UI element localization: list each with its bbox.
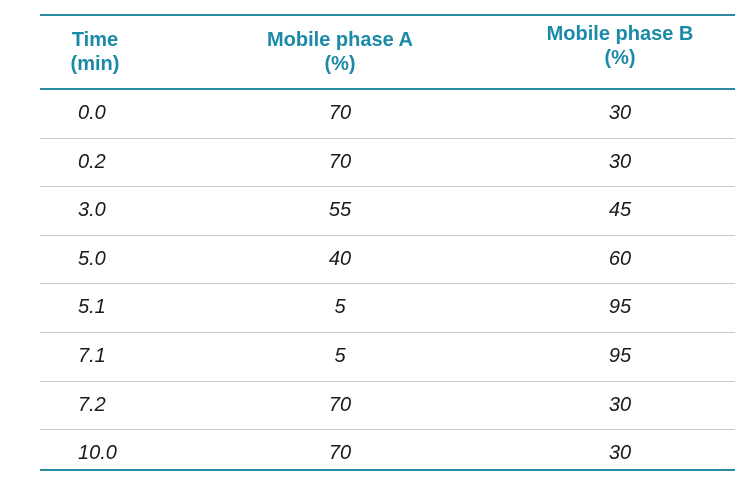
cell-phase-b: 60: [608, 247, 632, 270]
top-rule: [40, 14, 735, 16]
cell-time: 3.0: [78, 199, 106, 222]
table-row: 0.0 70 30: [40, 90, 735, 139]
cell-phase-a: 5: [334, 296, 346, 319]
cell-phase-a: 70: [328, 393, 352, 416]
table-row: 0.2 70 30: [40, 139, 735, 188]
header-time-line1: Time: [71, 29, 119, 51]
table-row: 7.2 70 30: [40, 382, 735, 431]
cell-phase-b: 45: [608, 199, 632, 222]
cell-phase-b: 30: [608, 393, 632, 416]
header-time-line2: (min): [70, 53, 120, 75]
table-row: 7.1 5 95: [40, 333, 735, 382]
cell-phase-a: 70: [328, 442, 352, 465]
header-mobile-phase-a: Mobile phase A (%): [240, 28, 440, 76]
cell-phase-b: 95: [608, 344, 632, 367]
header-time: Time (min): [40, 28, 150, 76]
table-row: 5.0 40 60: [40, 236, 735, 285]
table-body: 0.0 70 30 0.2 70 30 3.0 55 45 5.0 40 60 …: [40, 90, 735, 478]
header-mobile-phase-b: Mobile phase B (%): [520, 22, 720, 70]
cell-phase-b: 30: [608, 150, 632, 173]
cell-time: 0.0: [78, 102, 106, 124]
cell-time: 10.0: [78, 442, 117, 465]
cell-phase-a: 55: [328, 199, 352, 222]
cell-time: 7.1: [78, 344, 106, 367]
cell-phase-a: 5: [334, 344, 346, 367]
cell-phase-a: 40: [328, 247, 352, 270]
cell-time: 0.2: [78, 150, 106, 173]
table-row: 10.0 70 30: [40, 430, 735, 478]
bottom-rule: [40, 469, 735, 471]
cell-phase-b: 30: [608, 442, 632, 465]
table-row: 5.1 5 95: [40, 284, 735, 333]
cell-phase-b: 95: [608, 296, 632, 319]
header-phase-a-line1: Mobile phase A: [267, 29, 413, 51]
cell-phase-a: 70: [328, 102, 352, 124]
header-phase-b-line1: Mobile phase B: [546, 23, 694, 45]
header-rule: [40, 88, 735, 90]
gradient-table: Time (min) Mobile phase A (%) Mobile pha…: [40, 0, 735, 486]
cell-time: 7.2: [78, 393, 106, 416]
header-phase-a-line2: (%): [324, 53, 356, 75]
cell-phase-a: 70: [328, 150, 352, 173]
cell-time: 5.0: [78, 247, 106, 270]
cell-phase-b: 30: [608, 102, 632, 124]
cell-time: 5.1: [78, 296, 106, 319]
table-row: 3.0 55 45: [40, 187, 735, 236]
header-phase-b-line2: (%): [604, 47, 636, 69]
